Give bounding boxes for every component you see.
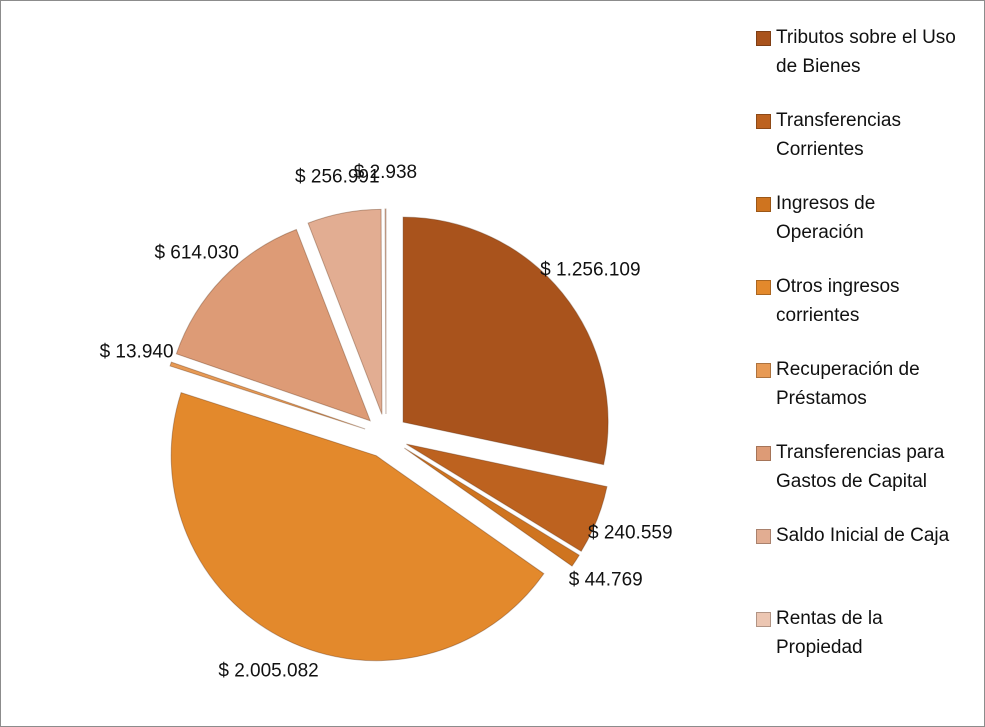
- legend-label: Transferencias Corrientes: [776, 110, 901, 160]
- legend-item: Ingresos de Operación: [756, 189, 956, 272]
- legend-swatch: [756, 363, 771, 378]
- legend-label: Tributos sobre el Uso de Bienes: [776, 27, 956, 77]
- legend-item: Rentas de la Propiedad: [756, 604, 956, 687]
- pie-slice: [170, 391, 545, 662]
- legend-item: Saldo Inicial de Caja: [756, 521, 956, 604]
- legend-label: Otros ingresos corrientes: [776, 276, 900, 326]
- legend-swatch: [756, 197, 771, 212]
- legend-swatch: [756, 529, 771, 544]
- legend-label: Rentas de la Propiedad: [776, 608, 883, 658]
- legend: Tributos sobre el Uso de Bienes Transfere…: [756, 23, 956, 687]
- plot: $ 1.256.109 $ 240.559 $ 44.769 $ 2.005.082 $…: [100, 162, 673, 681]
- legend-swatch: [756, 446, 771, 461]
- pie-slice: [175, 228, 372, 422]
- data-label: $ 614.030: [154, 242, 239, 263]
- pie-slice: [307, 208, 383, 415]
- data-label: $ 1.256.109: [540, 259, 640, 280]
- pie-slice: [402, 216, 609, 466]
- pie-slice: [406, 443, 608, 552]
- data-label: $ 2.938: [354, 162, 417, 183]
- legend-label: Ingresos de Operación: [776, 193, 876, 243]
- legend-label: Recuperación de Préstamos: [776, 359, 920, 409]
- data-label: $ 256.991: [295, 167, 380, 188]
- legend-item: Transferencias Corrientes: [756, 106, 956, 189]
- legend-item: Tributos sobre el Uso de Bienes: [756, 23, 956, 106]
- legend-swatch: [756, 114, 771, 129]
- legend-swatch: [756, 31, 771, 46]
- data-label: $ 13.940: [100, 342, 174, 363]
- pie-slice: [404, 447, 580, 567]
- data-label: $ 240.559: [588, 522, 673, 543]
- data-label: $ 2.005.082: [218, 660, 318, 681]
- legend-label: Saldo Inicial de Caja: [776, 525, 950, 546]
- legend-swatch: [756, 280, 771, 295]
- data-label: $ 44.769: [569, 569, 643, 590]
- legend-label: Transferencias para Gastos de Capital: [776, 442, 945, 492]
- pie-slice: [169, 361, 366, 430]
- pie-slice: [384, 208, 387, 415]
- legend-item: Recuperación de Préstamos: [756, 355, 956, 438]
- legend-item: Transferencias para Gastos de Capital: [756, 438, 956, 521]
- legend-item: Otros ingresos corrientes: [756, 272, 956, 355]
- legend-swatch: [756, 612, 771, 627]
